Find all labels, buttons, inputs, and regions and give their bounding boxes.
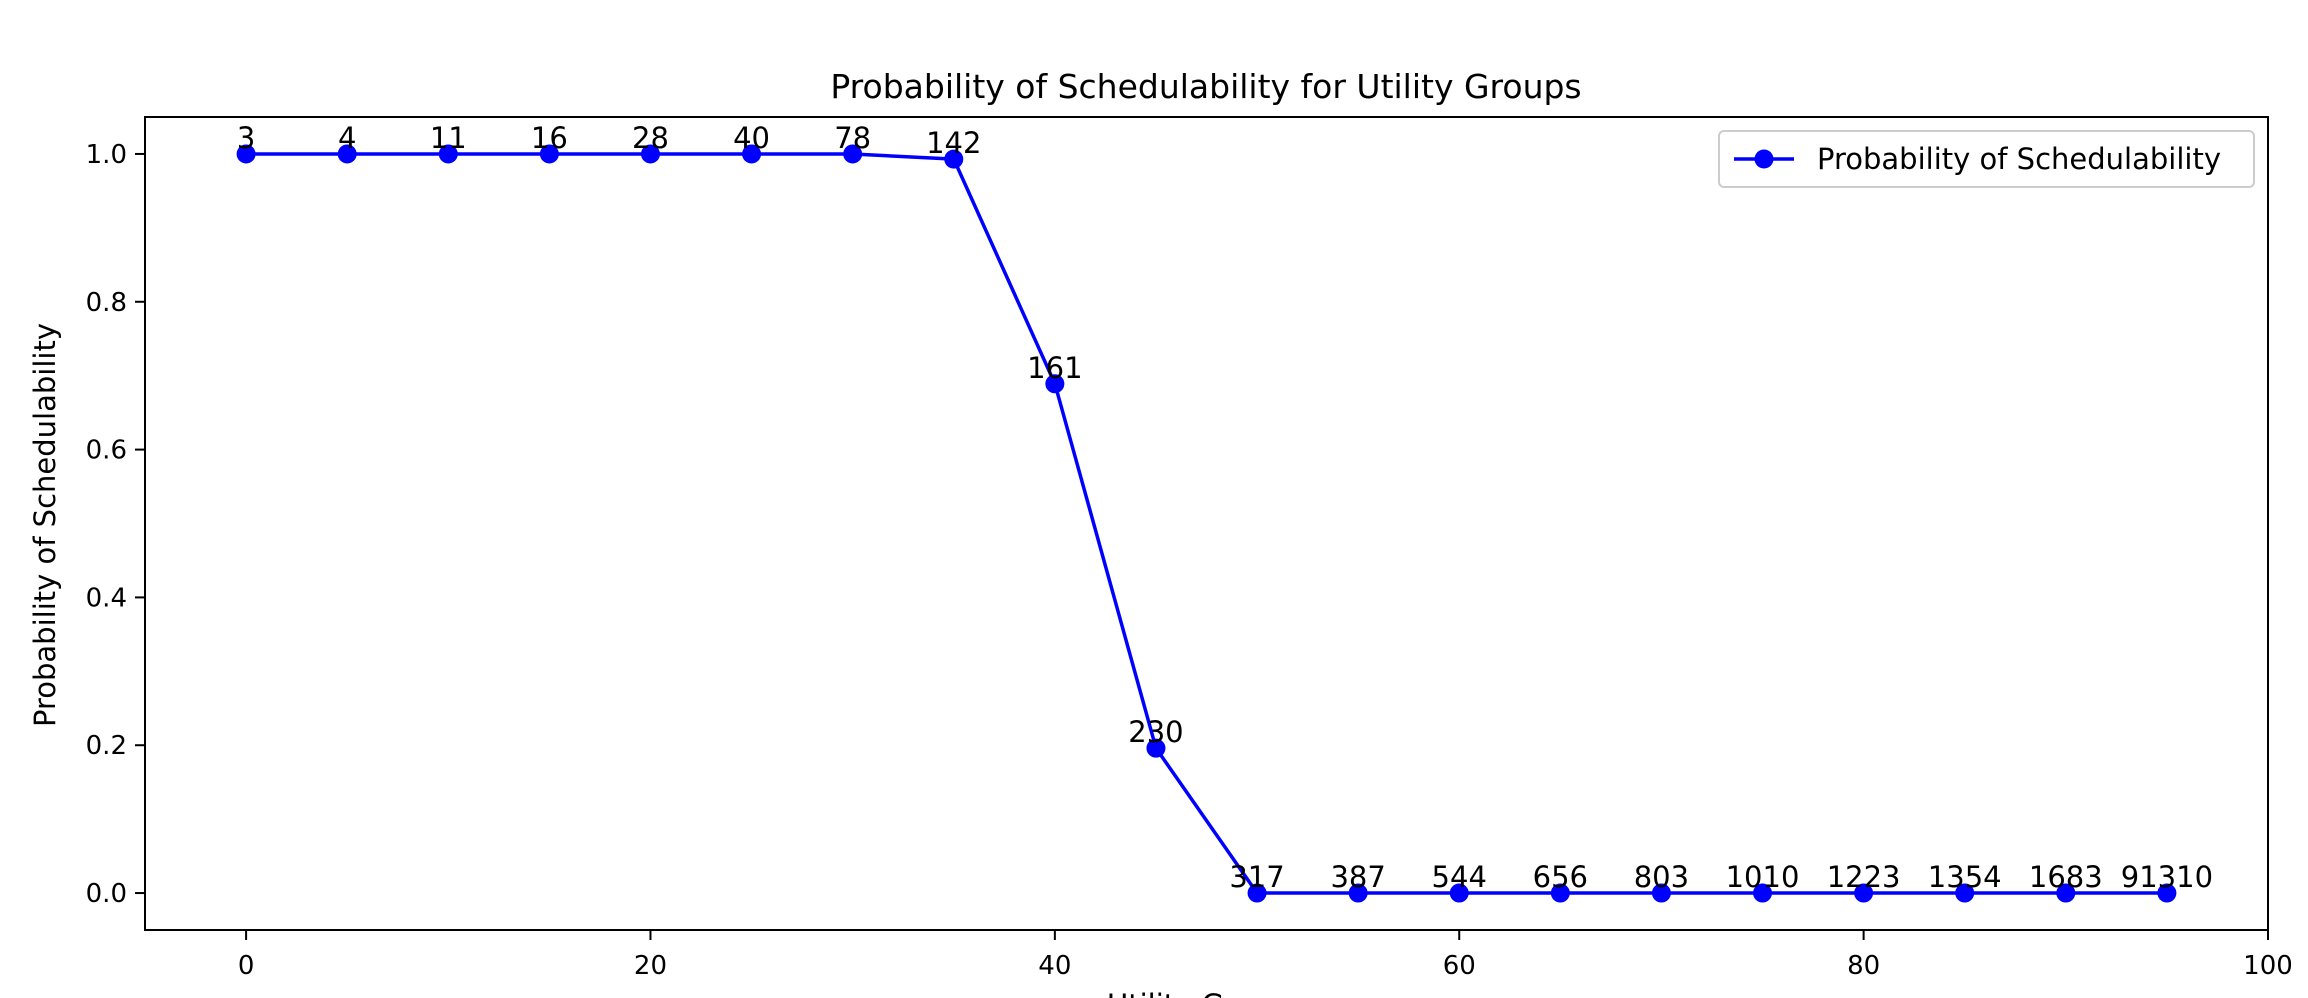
x-tick-label: 100	[2243, 951, 2293, 981]
data-label: 230	[1128, 715, 1183, 749]
data-point	[1651, 883, 1671, 903]
data-label: 91310	[2121, 860, 2213, 894]
data-point	[843, 144, 863, 164]
data-label: 142	[926, 126, 981, 160]
data-label: 387	[1330, 860, 1385, 894]
data-point	[438, 144, 458, 164]
data-point	[337, 144, 357, 164]
x-tick-label: 40	[1038, 951, 1071, 981]
x-tick-label: 20	[634, 951, 667, 981]
x-tick-label: 60	[1443, 951, 1476, 981]
data-point	[1753, 883, 1773, 903]
x-tick-label: 0	[238, 951, 255, 981]
data-point	[236, 144, 256, 164]
y-tick-label: 1.0	[86, 140, 127, 170]
data-point	[1146, 738, 1166, 758]
data-label: 161	[1027, 351, 1082, 385]
y-tick-label: 0.8	[86, 288, 127, 318]
data-label: 16	[531, 121, 568, 155]
data-point	[1247, 883, 1267, 903]
data-point	[2056, 883, 2076, 903]
y-tick-label: 0.2	[86, 731, 127, 761]
data-label: 544	[1432, 860, 1487, 894]
data-point	[1348, 883, 1368, 903]
series-line	[246, 152, 2167, 895]
data-point	[2157, 883, 2177, 903]
data-label: 656	[1533, 860, 1588, 894]
legend-box	[1718, 130, 2255, 188]
data-point	[1550, 883, 1570, 903]
y-tick-label: 0.4	[86, 583, 127, 613]
data-label: 1010	[1726, 860, 1800, 894]
y-tick-label: 0.6	[86, 436, 127, 466]
data-label: 40	[733, 121, 770, 155]
data-label: 803	[1634, 860, 1689, 894]
legend-label: Probability of Schedulability	[1817, 142, 2221, 176]
plot-frame	[144, 116, 2269, 931]
x-axis-label: Utility Groups	[1107, 988, 1305, 998]
data-point	[1449, 883, 1469, 903]
data-label: 4	[338, 121, 356, 155]
data-label: 1223	[1827, 860, 1901, 894]
data-label: 1354	[1928, 860, 2002, 894]
data-label: 78	[834, 121, 871, 155]
legend: Probability of Schedulability	[1718, 130, 2255, 188]
plot-area: 0 20 40 60 80 100 0.0 0.2 0.4 0.6 0.8 1.0 3 4 11 16 28 40…	[86, 121, 2293, 981]
legend-marker	[1754, 149, 1774, 169]
data-point	[944, 149, 964, 169]
data-point	[1955, 883, 1975, 903]
data-point	[742, 144, 762, 164]
x-tick-label: 80	[1847, 951, 1880, 981]
y-tick-label: 0.0	[86, 879, 127, 909]
data-label: 11	[430, 121, 467, 155]
data-point	[539, 144, 559, 164]
data-label: 28	[632, 121, 669, 155]
chart-title: Probability of Schedulability for Utilit…	[830, 67, 1581, 106]
data-point	[1854, 883, 1874, 903]
y-axis-label: Probability of Schedulability	[28, 323, 62, 727]
data-point	[640, 144, 660, 164]
data-label: 1683	[2029, 860, 2103, 894]
data-label: 317	[1229, 860, 1284, 894]
data-label: 3	[237, 121, 255, 155]
data-point	[1045, 374, 1065, 394]
